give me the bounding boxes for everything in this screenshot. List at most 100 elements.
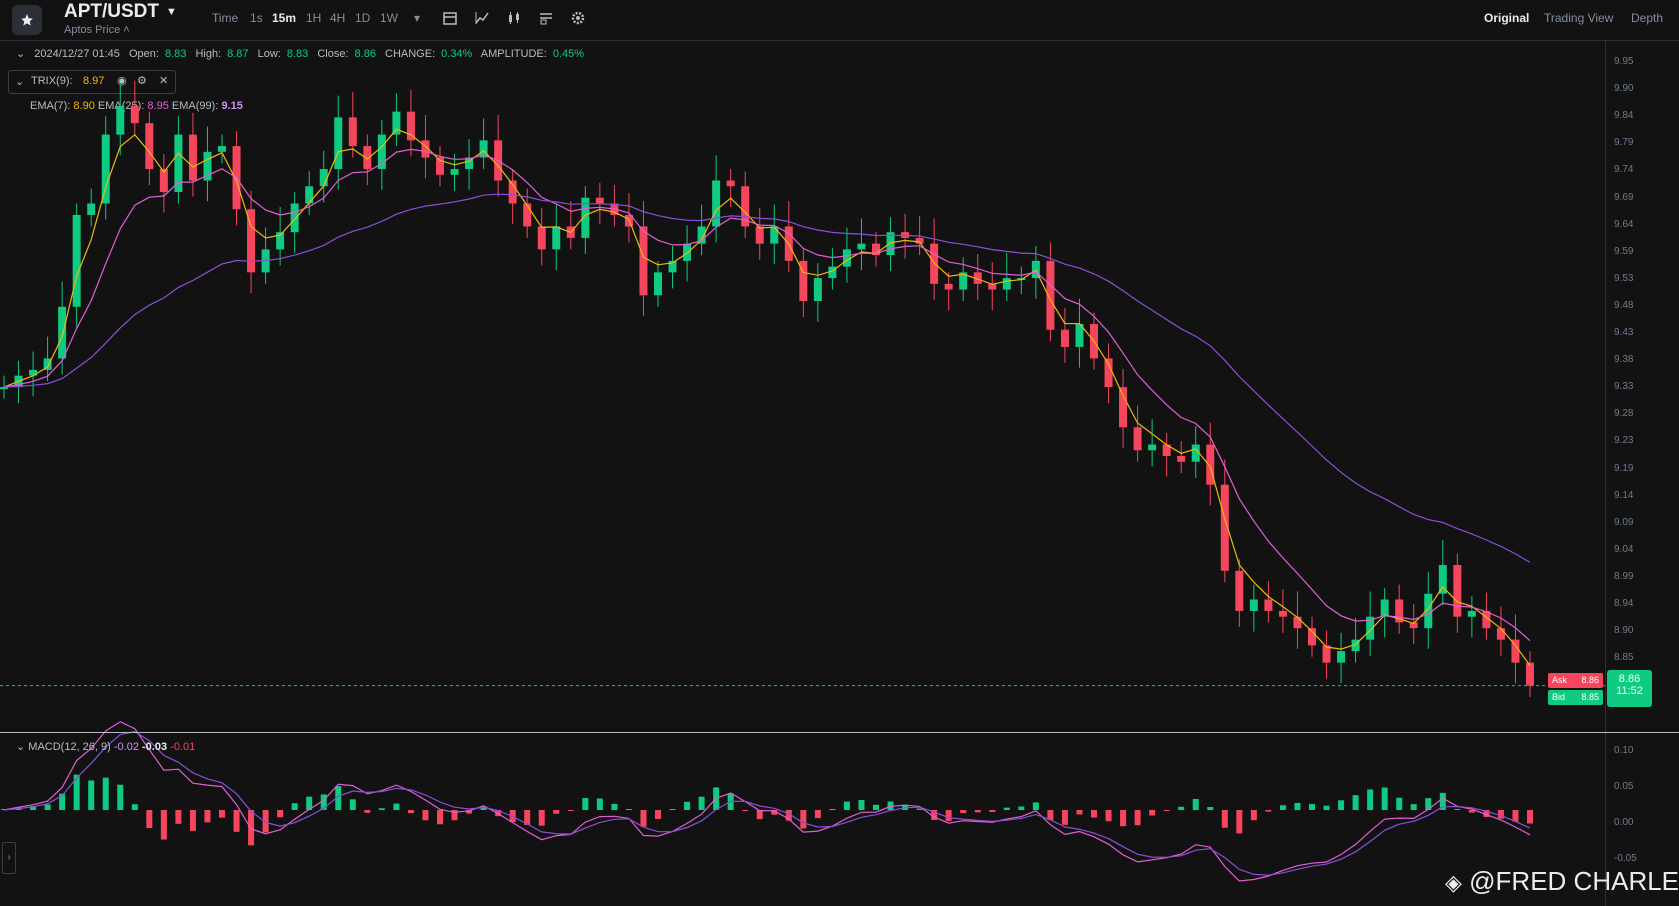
view-original-tab[interactable]: Original bbox=[1484, 11, 1530, 25]
tf-1w[interactable]: 1W bbox=[380, 11, 398, 25]
price-axis-label: 9.19 bbox=[1614, 462, 1634, 474]
candle bbox=[159, 154, 168, 213]
tf-1d[interactable]: 1D bbox=[355, 11, 371, 25]
candle bbox=[363, 134, 372, 186]
top-toolbar: APT/USDT ▼ Aptos Price ˄ Time 1s 15m 1H … bbox=[0, 0, 1679, 41]
macd-axis-label: 0.05 bbox=[1614, 781, 1634, 792]
trix-value: 8.97 bbox=[83, 75, 105, 87]
candle-body bbox=[886, 232, 895, 256]
candle-body bbox=[799, 260, 808, 302]
candle-body bbox=[1482, 610, 1491, 629]
macd-histogram-bar bbox=[611, 803, 618, 810]
eye-icon[interactable]: ◉ bbox=[117, 75, 127, 87]
pair-dropdown-icon[interactable]: ▼ bbox=[166, 6, 177, 18]
candle bbox=[247, 190, 256, 294]
candle-body bbox=[450, 169, 459, 175]
tf-time[interactable]: Time bbox=[212, 11, 239, 25]
candle-body bbox=[436, 157, 444, 175]
candle bbox=[654, 260, 662, 307]
candle-body bbox=[552, 226, 561, 250]
candle bbox=[639, 201, 648, 316]
candle bbox=[174, 116, 183, 204]
candle bbox=[1220, 459, 1229, 583]
favorite-button[interactable] bbox=[12, 5, 42, 35]
candle-type-icon[interactable] bbox=[506, 10, 522, 26]
macd-histogram-bar bbox=[277, 810, 284, 818]
candle-body bbox=[29, 369, 38, 376]
candle bbox=[508, 169, 517, 225]
candle bbox=[973, 253, 982, 300]
candle-body bbox=[1162, 444, 1171, 456]
candle bbox=[741, 171, 750, 238]
price-axis-label: 9.53 bbox=[1614, 272, 1634, 284]
collapse-icon[interactable]: ⌄ bbox=[15, 76, 25, 88]
candle bbox=[203, 126, 212, 202]
candle bbox=[1438, 539, 1447, 606]
calendar-icon[interactable] bbox=[442, 10, 458, 26]
current-price-tag: 8.86 11:52 bbox=[1607, 670, 1652, 707]
macd-histogram-bar bbox=[829, 809, 836, 810]
candle bbox=[944, 272, 953, 311]
candle-body bbox=[1060, 329, 1069, 347]
tf-15m[interactable]: 15m bbox=[272, 11, 297, 25]
tf-1h[interactable]: 1H bbox=[306, 11, 322, 25]
candle-body bbox=[712, 180, 721, 227]
macd-histogram-bar bbox=[219, 810, 225, 818]
tf-1s[interactable]: 1s bbox=[250, 11, 263, 25]
macd-histogram-bar bbox=[1483, 810, 1490, 817]
macd-histogram-bar bbox=[756, 810, 763, 820]
candle-body bbox=[290, 203, 299, 233]
tf-4h[interactable]: 4H bbox=[330, 11, 346, 25]
macd-axis-label: 0.10 bbox=[1614, 745, 1634, 756]
pair-title[interactable]: APT/USDT bbox=[64, 1, 159, 22]
collapse-icon[interactable]: ⌄ bbox=[16, 741, 26, 753]
gear-icon[interactable]: ⚙ bbox=[137, 75, 147, 87]
macd-histogram-bar bbox=[102, 777, 109, 810]
ema25-line bbox=[3, 148, 1531, 642]
settings-gear-icon[interactable] bbox=[570, 10, 586, 26]
candle-body bbox=[1046, 260, 1055, 330]
candle bbox=[1133, 405, 1142, 462]
candle bbox=[87, 188, 96, 227]
candle bbox=[755, 208, 764, 260]
candle bbox=[799, 249, 808, 318]
candle bbox=[1496, 606, 1505, 656]
candle bbox=[1060, 307, 1069, 364]
candle bbox=[1148, 419, 1157, 467]
candle-body bbox=[857, 243, 866, 250]
candle-body bbox=[741, 186, 750, 227]
macd-histogram-bar bbox=[378, 808, 385, 810]
candle bbox=[537, 208, 546, 266]
ohlc-info: ⌄ 2024/12/27 01:45 Open: 8.83 High: 8.87 L… bbox=[16, 47, 590, 60]
price-axis-label: 9.38 bbox=[1614, 354, 1634, 366]
collapse-icon[interactable]: ⌄ bbox=[16, 48, 26, 60]
candle bbox=[726, 169, 735, 207]
indicator-icon[interactable] bbox=[474, 10, 490, 26]
view-depth-tab[interactable]: Depth bbox=[1631, 11, 1664, 25]
macd-histogram-bar bbox=[160, 810, 167, 840]
candlestick-chart[interactable] bbox=[0, 40, 1605, 906]
layout-icon[interactable] bbox=[538, 10, 554, 26]
ask-tag: Ask 8.86 bbox=[1548, 673, 1603, 688]
candle-body bbox=[319, 169, 328, 187]
ema7-value: 8.90 bbox=[73, 100, 95, 112]
watermark: ◈ @FRED CHARLES bbox=[1445, 866, 1679, 897]
macd-histogram-bar bbox=[1192, 799, 1199, 810]
close-label: Close: bbox=[317, 48, 349, 60]
pair-subtitle[interactable]: Aptos Price ˄ bbox=[64, 24, 130, 36]
macd-histogram-bar bbox=[320, 794, 327, 810]
view-tradingview-tab[interactable]: Trading View bbox=[1544, 11, 1614, 25]
candle-body bbox=[683, 243, 692, 261]
expand-panel-button[interactable]: › bbox=[2, 842, 16, 874]
close-icon[interactable]: ✕ bbox=[159, 75, 169, 87]
macd-histogram-bar bbox=[698, 796, 705, 810]
macd-histogram-bar bbox=[785, 810, 792, 821]
tf-more-icon[interactable]: ▾ bbox=[414, 11, 421, 25]
candle bbox=[1191, 426, 1200, 478]
trix-indicator-box[interactable]: ⌄ TRIX(9): 8.97 ◉ ⚙ ✕ bbox=[8, 70, 176, 94]
macd-histogram-bar bbox=[931, 810, 938, 820]
price-axis-label: 9.43 bbox=[1614, 327, 1634, 338]
candle bbox=[1293, 591, 1302, 649]
pane-divider[interactable] bbox=[0, 732, 1679, 733]
candle bbox=[218, 134, 226, 164]
